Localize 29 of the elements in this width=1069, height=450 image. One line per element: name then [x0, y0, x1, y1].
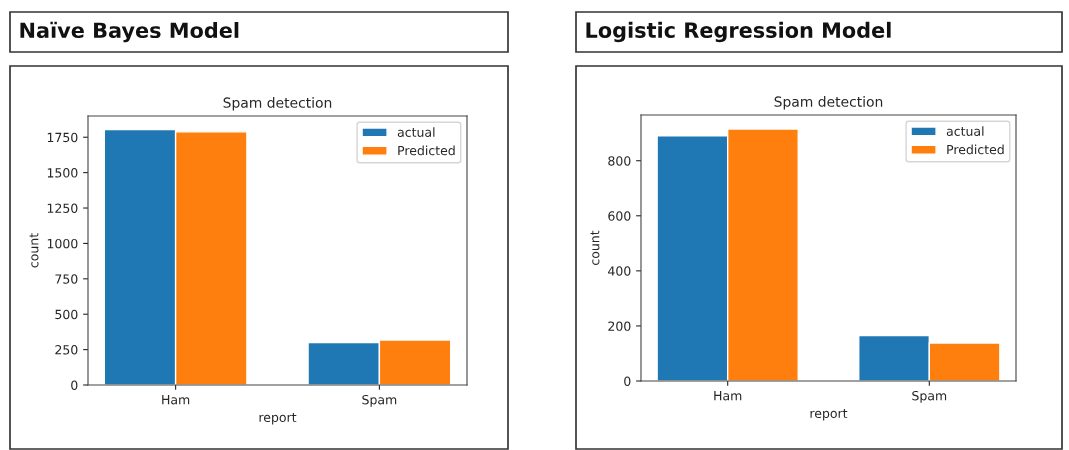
y-tick-label: 250: [55, 345, 78, 355]
y-tick-label: 750: [55, 274, 78, 284]
legend-label: actual: [397, 127, 435, 137]
x-tick-label: Spam: [362, 394, 397, 407]
chart-title: Naïve Bayes Model: [20, 21, 239, 43]
chart-subtitle: Spam detection: [774, 96, 883, 110]
y-tick-label: 400: [608, 266, 631, 276]
legend-label: actual: [946, 126, 984, 136]
y-tick-label: 600: [608, 211, 631, 221]
y-tick-label: 1250: [47, 203, 78, 213]
y-tick-label: 500: [55, 309, 78, 320]
y-tick-label: 1000: [47, 238, 78, 249]
chart-subtitle: Spam detection: [223, 97, 332, 111]
x-axis-title: report: [810, 409, 848, 421]
y-axis-title: count: [29, 233, 39, 268]
legend-label: Predicted: [947, 144, 1004, 155]
y-tick-label: 1750: [47, 132, 78, 143]
y-tick-label: 800: [608, 156, 631, 166]
y-tick-label: 200: [608, 321, 631, 331]
y-tick-label: 0: [624, 376, 631, 386]
x-axis-title: report: [259, 413, 297, 425]
y-tick-label: 1500: [47, 168, 78, 178]
y-tick-label: 0: [71, 380, 78, 390]
legend-label: Predicted: [398, 145, 455, 156]
x-tick-label: Ham: [162, 395, 190, 405]
x-tick-label: Ham: [714, 391, 742, 401]
x-tick-label: Spam: [912, 390, 947, 403]
y-axis-title: count: [590, 230, 600, 265]
chart-title: Logistic Regression Model: [586, 21, 891, 43]
